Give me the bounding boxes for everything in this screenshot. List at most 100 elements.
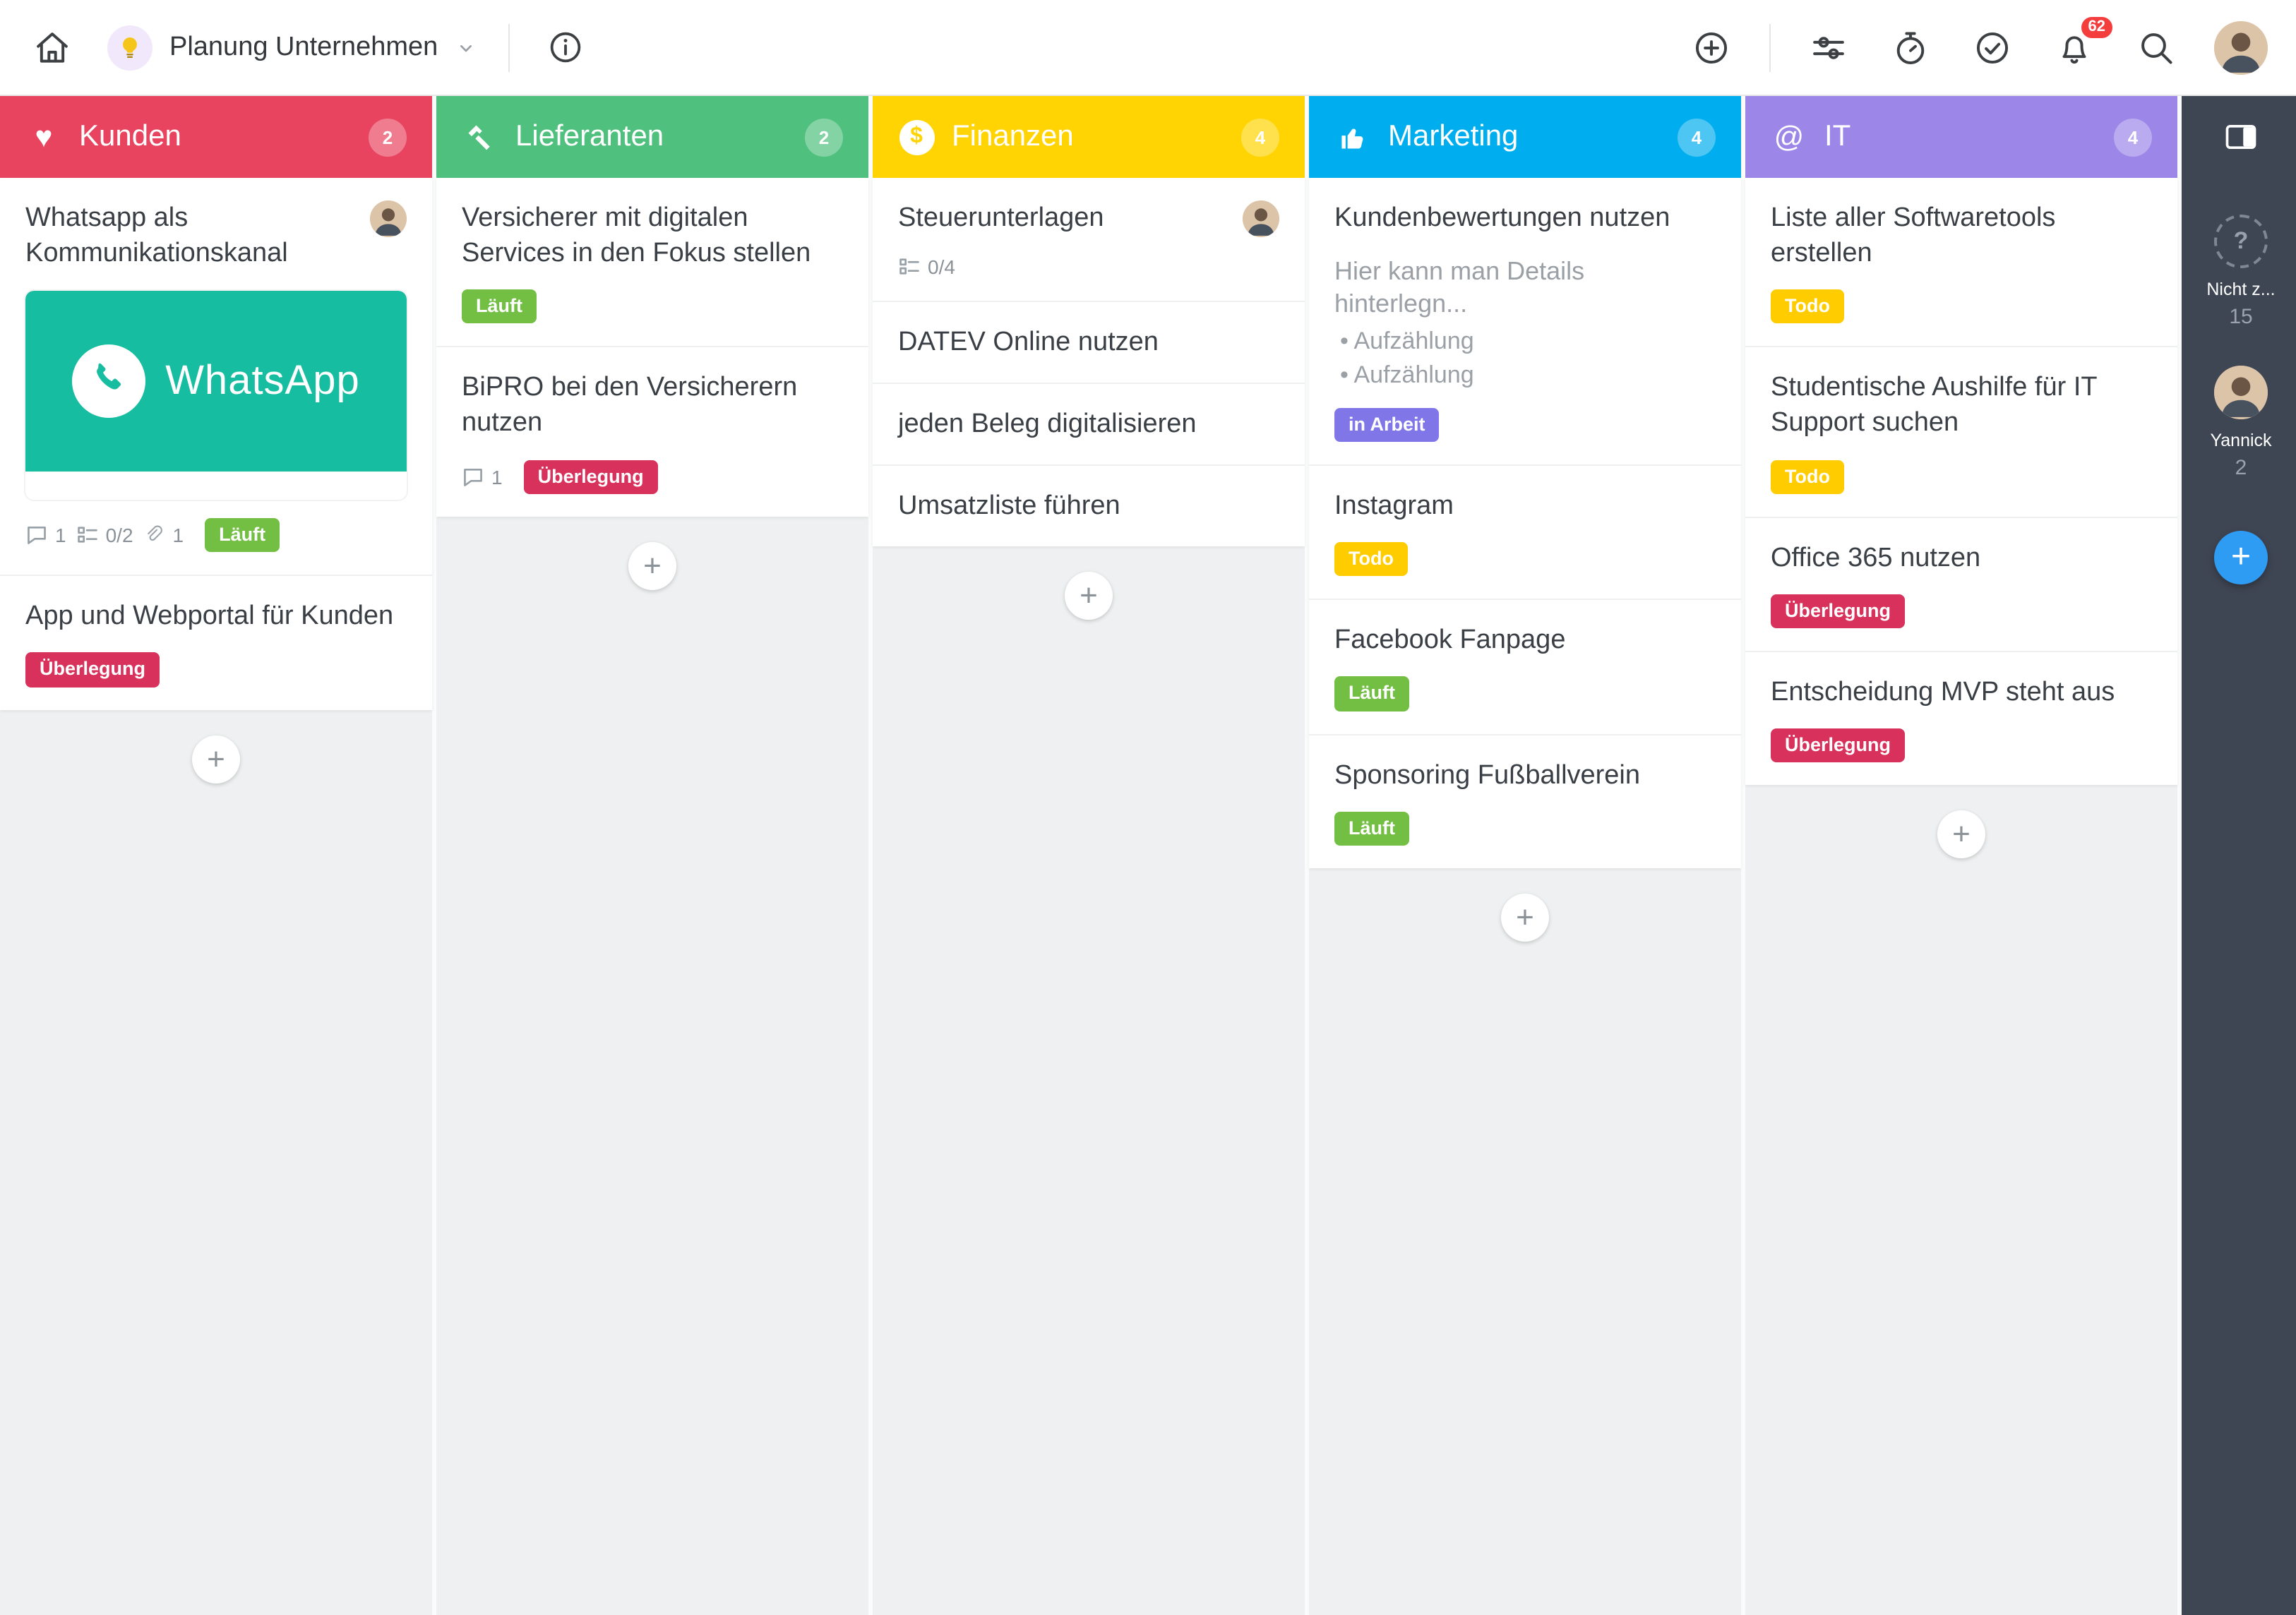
card-kundenbewertungen[interactable]: Kundenbewertungen nutzen Hier kann man D… bbox=[1309, 178, 1741, 467]
card-title: Instagram bbox=[1334, 491, 1454, 522]
status-badge: Läuft bbox=[1334, 676, 1409, 712]
bell-icon bbox=[2062, 35, 2086, 64]
checklist-icon bbox=[899, 258, 919, 275]
card-facebook-fanpage[interactable]: Facebook Fanpage Läuft bbox=[1309, 600, 1741, 736]
card-bullet: Aufzählung bbox=[1334, 361, 1716, 390]
column-title: Kunden bbox=[79, 120, 181, 152]
rail-item-member[interactable]: Yannick 2 bbox=[2210, 366, 2272, 480]
status-badge: Überlegung bbox=[523, 460, 658, 494]
card-app-webportal[interactable]: App und Webportal für Kunden Überlegung bbox=[0, 576, 432, 710]
rail-item-unassigned[interactable]: ? Nicht z... 15 bbox=[2206, 215, 2276, 329]
notification-count-badge: 62 bbox=[2078, 13, 2115, 40]
column-title: Marketing bbox=[1388, 120, 1519, 152]
card-stack: Liste aller Softwaretools erstellen Todo… bbox=[1745, 178, 2177, 786]
info-button[interactable] bbox=[541, 23, 589, 71]
member-name: Yannick bbox=[2210, 431, 2272, 450]
check-circle-icon bbox=[1976, 31, 2009, 64]
column-count-badge: 4 bbox=[2114, 118, 2152, 156]
plus-icon: + bbox=[643, 547, 662, 583]
card-steuerunterlagen[interactable]: Steuerunterlagen 0/4 bbox=[873, 178, 1305, 302]
whatsapp-wordmark: WhatsApp bbox=[165, 358, 360, 404]
card-stack: Steuerunterlagen 0/4 DATEV Online nutzen bbox=[873, 178, 1305, 547]
column-header-lieferanten[interactable]: Lieferanten 2 bbox=[436, 96, 868, 178]
status-badge: Überlegung bbox=[25, 652, 160, 688]
card-office-365[interactable]: Office 365 nutzen Überlegung bbox=[1745, 517, 2177, 652]
card-attachment-preview: WhatsApp bbox=[25, 291, 407, 500]
project-selector[interactable]: Planung Unternehmen bbox=[107, 25, 477, 70]
column-title: Finanzen bbox=[952, 120, 1074, 152]
card-bipro[interactable]: BiPRO bei den Versicherern nutzen 1 Über… bbox=[436, 347, 868, 517]
add-card-button[interactable]: + bbox=[1065, 572, 1113, 620]
card-umsatzliste[interactable]: Umsatzliste führen bbox=[873, 466, 1305, 547]
checklist-icon bbox=[77, 527, 97, 544]
whatsapp-logo-icon bbox=[72, 344, 146, 419]
add-member-button[interactable]: + bbox=[2214, 531, 2268, 584]
card-studentische-aushilfe[interactable]: Studentische Aushilfe für IT Support suc… bbox=[1745, 347, 2177, 518]
card-whatsapp-kommunikationskanal[interactable]: Whatsapp als Kommunikationskanal WhatsAp… bbox=[0, 178, 432, 577]
comment-icon bbox=[464, 468, 482, 486]
status-badge: Läuft bbox=[462, 289, 537, 324]
plus-icon: + bbox=[1952, 816, 1971, 852]
column-header-kunden[interactable]: ♥ Kunden 2 bbox=[0, 96, 432, 178]
status-badge: Läuft bbox=[1334, 811, 1409, 846]
notifications-button[interactable]: 62 bbox=[2050, 13, 2115, 71]
question-icon: ? bbox=[2233, 227, 2249, 254]
unassigned-count: 15 bbox=[2229, 305, 2253, 329]
add-card-button[interactable]: + bbox=[192, 735, 240, 784]
column-header-it[interactable]: @ IT 4 bbox=[1745, 96, 2177, 178]
status-badge: in Arbeit bbox=[1334, 407, 1440, 443]
card-meta-row: 0/4 bbox=[898, 256, 1279, 278]
my-tasks-button[interactable] bbox=[1968, 23, 2016, 71]
plus-icon: + bbox=[2230, 538, 2251, 576]
assignee-avatar bbox=[1243, 200, 1279, 237]
unassigned-avatar: ? bbox=[2214, 215, 2268, 268]
card-title: Versicherer mit digitalen Services in de… bbox=[462, 203, 811, 269]
card-beleg-digitalisieren[interactable]: jeden Beleg digitalisieren bbox=[873, 384, 1305, 467]
comments-meta: 1 bbox=[25, 524, 66, 547]
card-title: BiPRO bei den Versicherern nutzen bbox=[462, 373, 798, 438]
card-stack: Kundenbewertungen nutzen Hier kann man D… bbox=[1309, 178, 1741, 868]
status-badge: Todo bbox=[1334, 542, 1408, 577]
status-badge: Todo bbox=[1771, 460, 1844, 494]
chevron-down-icon bbox=[460, 44, 472, 52]
column-header-finanzen[interactable]: $ Finanzen 4 bbox=[873, 96, 1305, 178]
search-button[interactable] bbox=[2132, 23, 2180, 71]
column-lieferanten: Lieferanten 2 Versicherer mit digitalen … bbox=[436, 96, 868, 1615]
add-button[interactable] bbox=[1687, 23, 1735, 71]
filter-button[interactable] bbox=[1805, 23, 1853, 71]
column-it: @ IT 4 Liste aller Softwaretools erstell… bbox=[1745, 96, 2177, 1615]
card-sponsoring-fussballverein[interactable]: Sponsoring Fußballverein Läuft bbox=[1309, 735, 1741, 868]
member-avatar bbox=[2213, 366, 2268, 419]
user-avatar[interactable] bbox=[2214, 20, 2268, 74]
card-title: Studentische Aushilfe für IT Support suc… bbox=[1771, 373, 2097, 438]
add-card-button[interactable]: + bbox=[1501, 893, 1549, 942]
card-instagram[interactable]: Instagram Todo bbox=[1309, 466, 1741, 601]
card-softwaretools-liste[interactable]: Liste aller Softwaretools erstellen Todo bbox=[1745, 178, 2177, 348]
add-card-button[interactable]: + bbox=[1937, 810, 1985, 859]
card-entscheidung-mvp[interactable]: Entscheidung MVP steht aus Überlegung bbox=[1745, 652, 2177, 786]
card-datev[interactable]: DATEV Online nutzen bbox=[873, 302, 1305, 385]
dollar-icon: $ bbox=[898, 119, 935, 155]
status-badge: Überlegung bbox=[1771, 594, 1906, 628]
card-title: Facebook Fanpage bbox=[1334, 625, 1566, 656]
add-card-button[interactable]: + bbox=[628, 541, 676, 590]
topbar-divider bbox=[508, 23, 510, 71]
plus-icon: + bbox=[1080, 577, 1098, 613]
column-header-marketing[interactable]: Marketing 4 bbox=[1309, 96, 1741, 178]
column-title: Lieferanten bbox=[515, 120, 664, 152]
attachments-meta: 1 bbox=[143, 524, 184, 547]
toggle-sidebar-button[interactable] bbox=[2217, 113, 2265, 161]
plus-icon: + bbox=[207, 740, 225, 776]
home-button[interactable] bbox=[28, 23, 76, 71]
topbar: Planung Unternehmen bbox=[0, 0, 2296, 96]
column-count-badge: 4 bbox=[1241, 118, 1279, 156]
paperclip-icon bbox=[148, 526, 163, 541]
card-versicherer-digitale-services[interactable]: Versicherer mit digitalen Services in de… bbox=[436, 178, 868, 348]
card-stack: Versicherer mit digitalen Services in de… bbox=[436, 178, 868, 517]
time-tracking-button[interactable] bbox=[1887, 23, 1935, 71]
heart-icon: ♥ bbox=[35, 121, 53, 153]
card-title: Whatsapp als Kommunikationskanal bbox=[25, 203, 288, 269]
members-rail: ? Nicht z... 15 Yannick 2 + bbox=[2182, 96, 2296, 1615]
project-lightbulb-icon bbox=[107, 25, 153, 70]
